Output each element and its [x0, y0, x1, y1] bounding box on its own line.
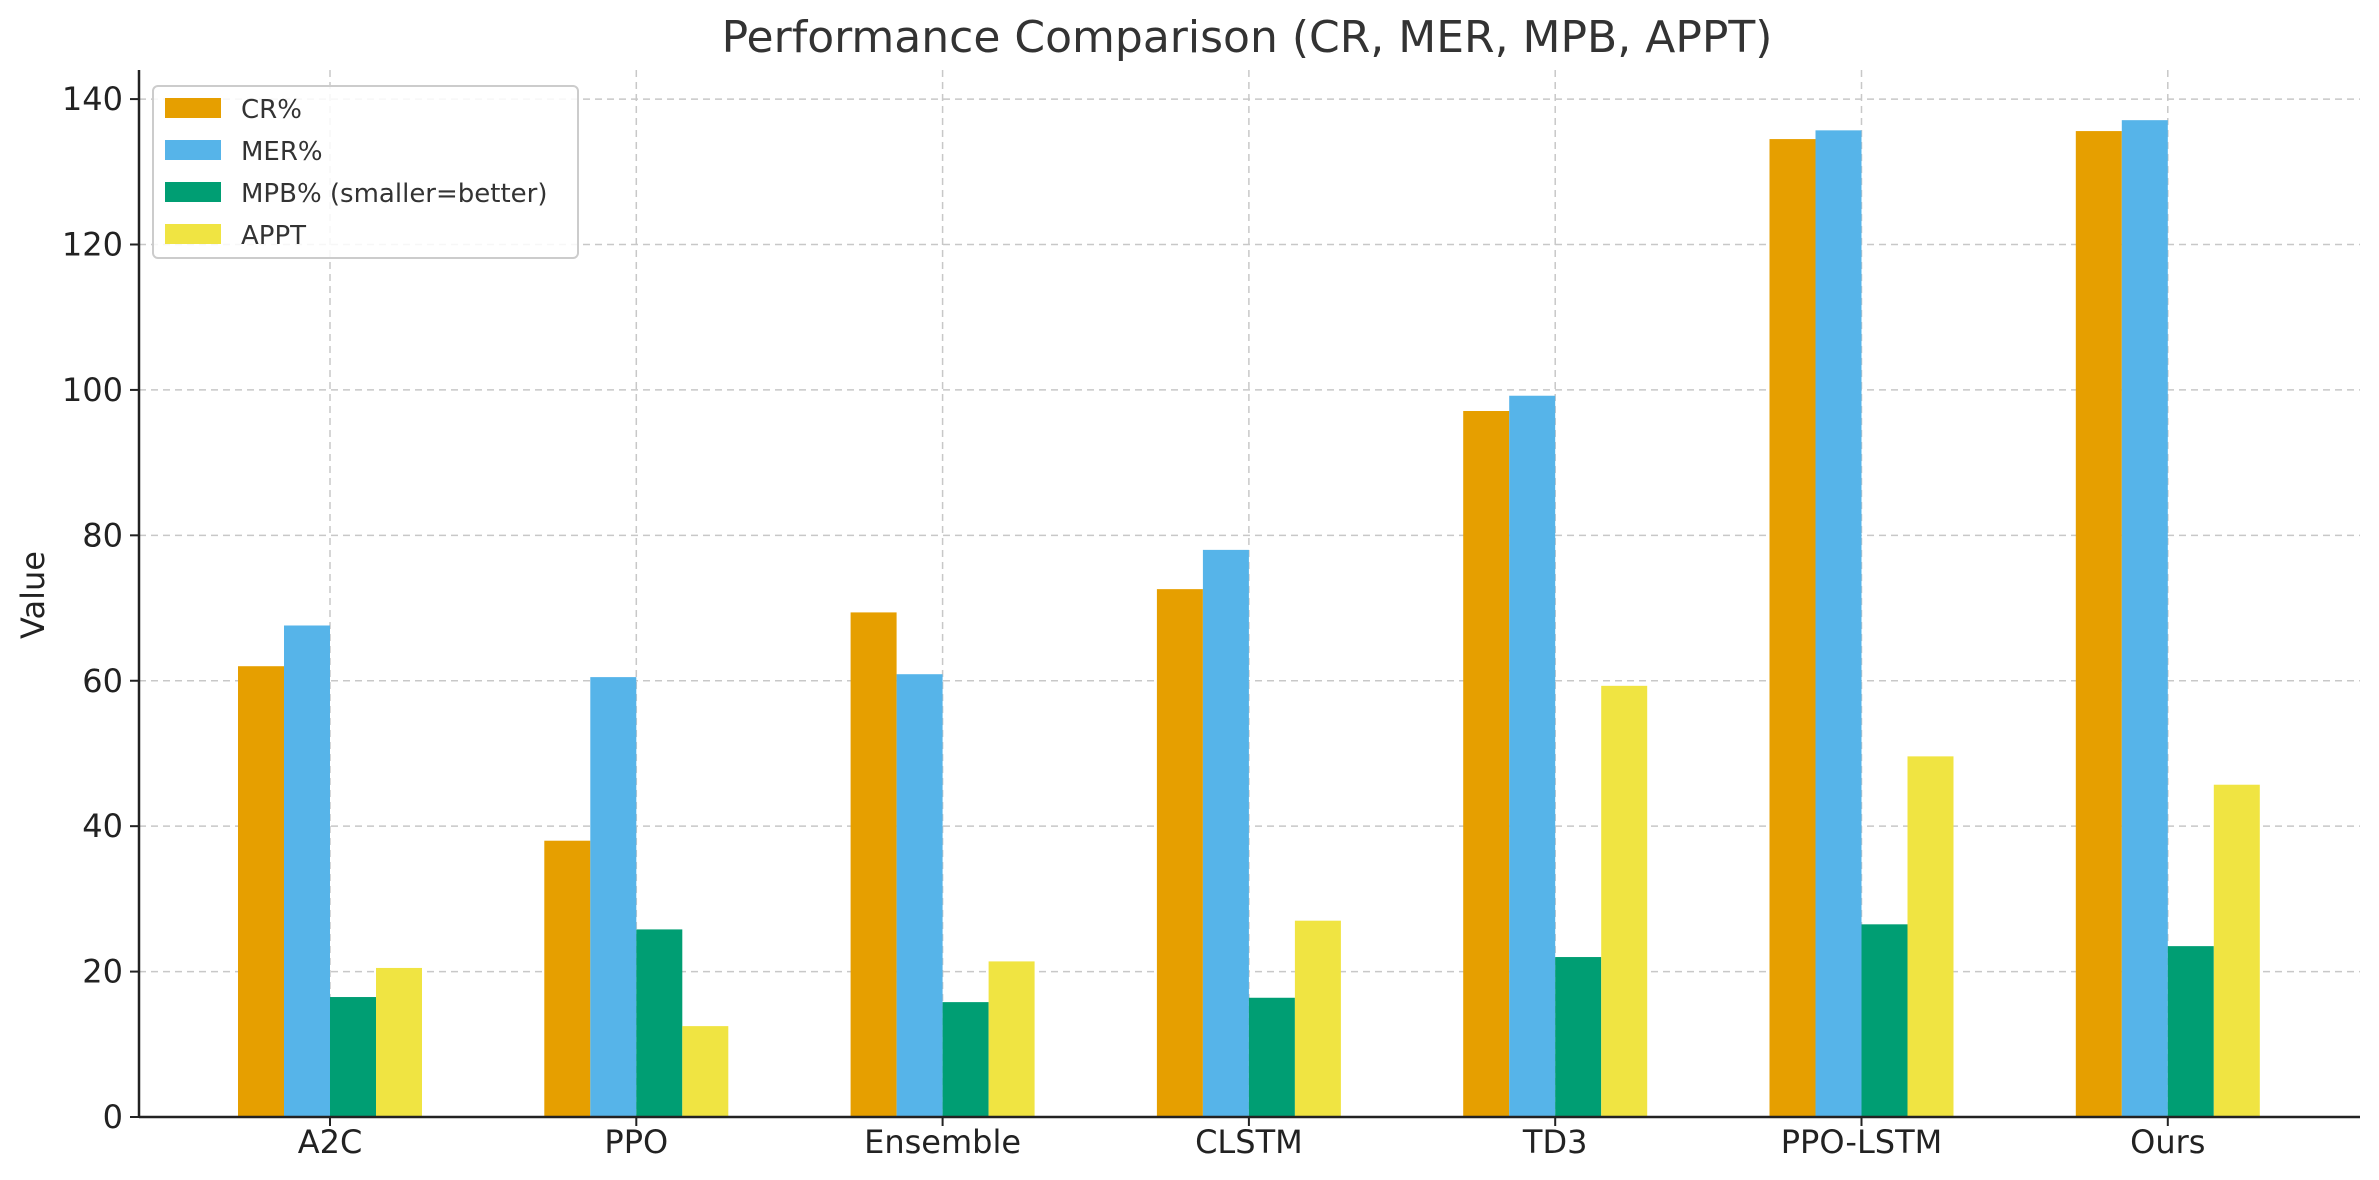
bar: [1601, 685, 1648, 1117]
axis-ticks: 0 20 40 60 80 100 120 140 A2C PPO Ensemble CLSTM TD3…: [62, 80, 2206, 1161]
bar: [1202, 549, 1249, 1117]
bar: [1861, 924, 1908, 1117]
bars: [238, 120, 2260, 1118]
y-tick-label: 0: [103, 1098, 123, 1136]
legend-label: MPB% (smaller=better): [241, 179, 548, 209]
x-tick-label: TD3: [1522, 1123, 1588, 1161]
legend-label: CR%: [241, 95, 302, 125]
bar: [1555, 957, 1602, 1117]
bar: [1294, 920, 1341, 1117]
bar: [2075, 131, 2122, 1117]
bar: [942, 1002, 989, 1117]
bar: [1248, 997, 1295, 1117]
legend-label: APPT: [241, 221, 306, 251]
y-tick-label: 20: [82, 953, 123, 991]
chart-title: Performance Comparison (CR, MER, MPB, AP…: [722, 12, 1773, 63]
bar: [1509, 395, 1556, 1117]
bar: [1769, 139, 1816, 1117]
bar: [2167, 946, 2214, 1117]
bar: [988, 961, 1035, 1117]
y-axis-label: Value: [14, 551, 52, 639]
bar: [850, 612, 897, 1117]
legend-swatch: [165, 182, 221, 202]
legend-swatch: [165, 224, 221, 244]
bar: [1815, 130, 1862, 1118]
legend-label: MER%: [241, 137, 323, 167]
bar: [330, 997, 376, 1117]
bar: [896, 674, 943, 1117]
x-tick-label: PPO: [604, 1123, 668, 1161]
y-tick-label: 140: [62, 80, 123, 118]
x-tick-label: A2C: [298, 1123, 363, 1161]
y-tick-label: 80: [82, 516, 123, 554]
bar: [636, 929, 683, 1117]
y-tick-label: 100: [62, 371, 123, 409]
legend-swatch: [165, 98, 221, 118]
y-tick-label: 120: [62, 226, 123, 264]
y-tick-label: 40: [82, 807, 123, 845]
bar: [238, 666, 284, 1117]
bar: [590, 677, 637, 1117]
bar: [284, 625, 330, 1117]
bar: [682, 1026, 729, 1117]
bar: [2213, 784, 2260, 1117]
bar: [544, 840, 591, 1117]
legend: CR% MER% MPB% (smaller=better) APPT: [152, 85, 579, 259]
bar: [376, 967, 422, 1117]
x-tick-label: PPO-LSTM: [1781, 1123, 1943, 1161]
y-tick-label: 60: [82, 662, 123, 700]
legend-box: [152, 85, 579, 259]
x-tick-label: CLSTM: [1195, 1123, 1303, 1161]
bar: [1156, 589, 1203, 1117]
bar: [1463, 411, 1510, 1117]
legend-swatch: [165, 140, 221, 160]
bar: [2121, 120, 2168, 1117]
x-tick-label: Ours: [2130, 1123, 2205, 1161]
bar: [1907, 756, 1954, 1117]
x-tick-label: Ensemble: [864, 1123, 1021, 1161]
